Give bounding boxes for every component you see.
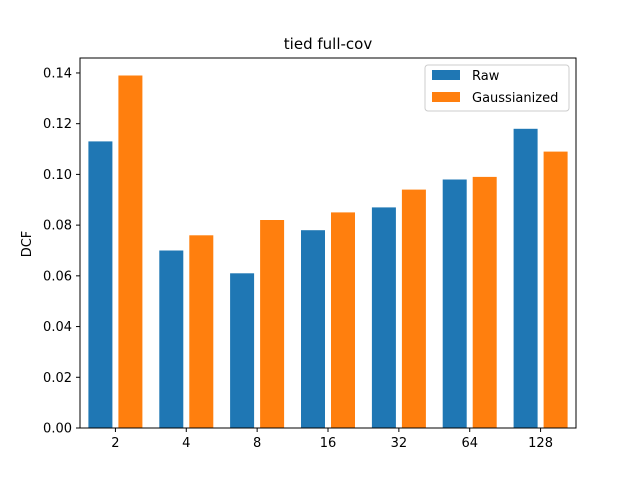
x-tick-label: 8 bbox=[253, 436, 261, 451]
y-tick-label: 0.02 bbox=[43, 371, 72, 386]
bar-raw-128 bbox=[513, 128, 538, 429]
y-axis-label: DCF bbox=[20, 231, 35, 258]
bar-gaussianized-8 bbox=[260, 220, 285, 428]
chart-title: tied full-cov bbox=[284, 35, 373, 53]
y-tick-label: 0.08 bbox=[43, 219, 72, 234]
x-tick-label: 128 bbox=[528, 436, 553, 451]
bar-raw-2 bbox=[88, 141, 113, 428]
x-tick-label: 4 bbox=[182, 436, 190, 451]
bar-gaussianized-32 bbox=[401, 189, 426, 428]
x-ticks-group: 2 4 8 16 32 64 128 bbox=[111, 428, 553, 451]
bar-raw-4 bbox=[159, 250, 184, 428]
x-tick-label: 32 bbox=[391, 436, 408, 451]
bar-gaussianized-64 bbox=[472, 176, 497, 428]
bar-gaussianized-16 bbox=[331, 212, 355, 428]
legend: Raw Gaussianized bbox=[424, 64, 570, 112]
legend-swatch-gaussianized bbox=[432, 92, 460, 102]
bar-gaussianized-128 bbox=[543, 151, 568, 428]
bar-raw-8 bbox=[230, 273, 255, 428]
y-ticks-group: 0.00 0.02 0.04 0.06 0.08 0.10 0.12 0.14 bbox=[43, 66, 80, 437]
x-tick-label: 2 bbox=[111, 436, 119, 451]
y-tick-label: 0.06 bbox=[43, 269, 72, 284]
bar-raw-64 bbox=[442, 179, 467, 428]
y-tick-label: 0.10 bbox=[43, 168, 72, 183]
legend-label-raw: Raw bbox=[472, 69, 500, 84]
legend-box bbox=[424, 64, 570, 112]
y-tick-label: 0.04 bbox=[43, 320, 72, 335]
legend-swatch-raw bbox=[432, 70, 460, 80]
bars-group bbox=[88, 75, 568, 429]
x-tick-label: 64 bbox=[461, 436, 478, 451]
x-tick-label: 16 bbox=[320, 436, 337, 451]
bar-raw-32 bbox=[371, 207, 396, 428]
y-tick-label: 0.12 bbox=[43, 117, 72, 132]
plot-frame bbox=[79, 57, 577, 429]
bar-raw-16 bbox=[301, 230, 325, 428]
bar-gaussianized-4 bbox=[189, 235, 214, 428]
y-tick-label: 0.14 bbox=[43, 66, 72, 81]
bar-gaussianized-2 bbox=[118, 75, 143, 428]
y-tick-label: 0.00 bbox=[43, 422, 72, 437]
legend-label-gaussianized: Gaussianized bbox=[472, 91, 558, 106]
